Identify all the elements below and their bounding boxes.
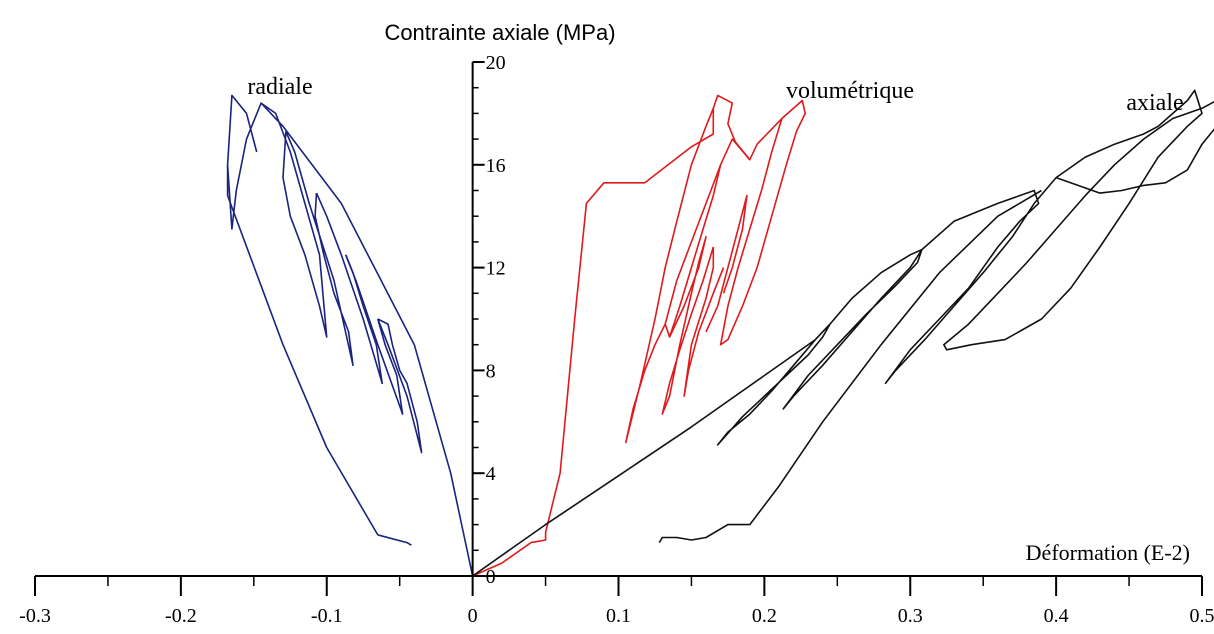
series-line-radiale bbox=[344, 254, 404, 415]
series-line-volumetrique bbox=[661, 236, 715, 415]
y-tick-label: 0 bbox=[486, 566, 496, 588]
series-line-volumetrique bbox=[624, 107, 751, 444]
x-tick-label: 0.5 bbox=[1190, 605, 1214, 627]
series-line-volumetrique bbox=[472, 94, 807, 577]
x-tick-label: 0.2 bbox=[752, 605, 777, 627]
series-line-radiale bbox=[226, 164, 412, 546]
plot-lines bbox=[226, 89, 1214, 577]
series-label-axiale: axiale bbox=[1126, 90, 1183, 116]
x-tick-label: -0.1 bbox=[311, 605, 343, 627]
y-tick-label: 8 bbox=[486, 360, 496, 382]
series-line-volumetrique bbox=[683, 247, 725, 397]
axes: -0.3 -0.2 -0.1 0 0.1 0.2 0.3 0.4 0.5 0 4 8 12 16 20 bbox=[19, 52, 1214, 627]
x-axis-title: Déformation (E-2) bbox=[1026, 540, 1190, 565]
x-tick-label: 0.1 bbox=[606, 605, 631, 627]
series-line-radiale bbox=[285, 131, 354, 367]
x-ticks: -0.3 -0.2 -0.1 0 0.1 0.2 0.3 0.4 0.5 bbox=[19, 576, 1214, 627]
series-line-radiale bbox=[377, 318, 423, 454]
x-tick-label: 0 bbox=[468, 605, 478, 627]
x-tick-label: -0.3 bbox=[19, 605, 51, 627]
series-line-axiale bbox=[472, 89, 1214, 577]
series-line-volumetrique bbox=[664, 164, 722, 325]
y-tick-label: 12 bbox=[486, 258, 506, 280]
series-line-radiale bbox=[226, 94, 262, 230]
y-tick-label: 20 bbox=[486, 52, 506, 74]
series-line-radiale bbox=[260, 102, 474, 577]
y-tick-label: 16 bbox=[486, 155, 506, 177]
y-tick-label: 4 bbox=[486, 463, 496, 485]
y-axis-title: Contrainte axiale (MPa) bbox=[384, 20, 615, 45]
series-label-radiale: radiale bbox=[247, 74, 312, 100]
series-label-volumetrique: volumétrique bbox=[786, 78, 914, 104]
series-line-volumetrique bbox=[705, 194, 748, 333]
series-line-radiale bbox=[315, 192, 384, 385]
x-tick-label: -0.2 bbox=[165, 605, 197, 627]
x-tick-label: 0.4 bbox=[1044, 605, 1069, 627]
series-line-axiale bbox=[658, 189, 1042, 544]
x-tick-label: 0.3 bbox=[898, 605, 923, 627]
y-ticks: 0 4 8 12 16 20 bbox=[472, 52, 506, 588]
series-line-axiale bbox=[1055, 128, 1214, 194]
